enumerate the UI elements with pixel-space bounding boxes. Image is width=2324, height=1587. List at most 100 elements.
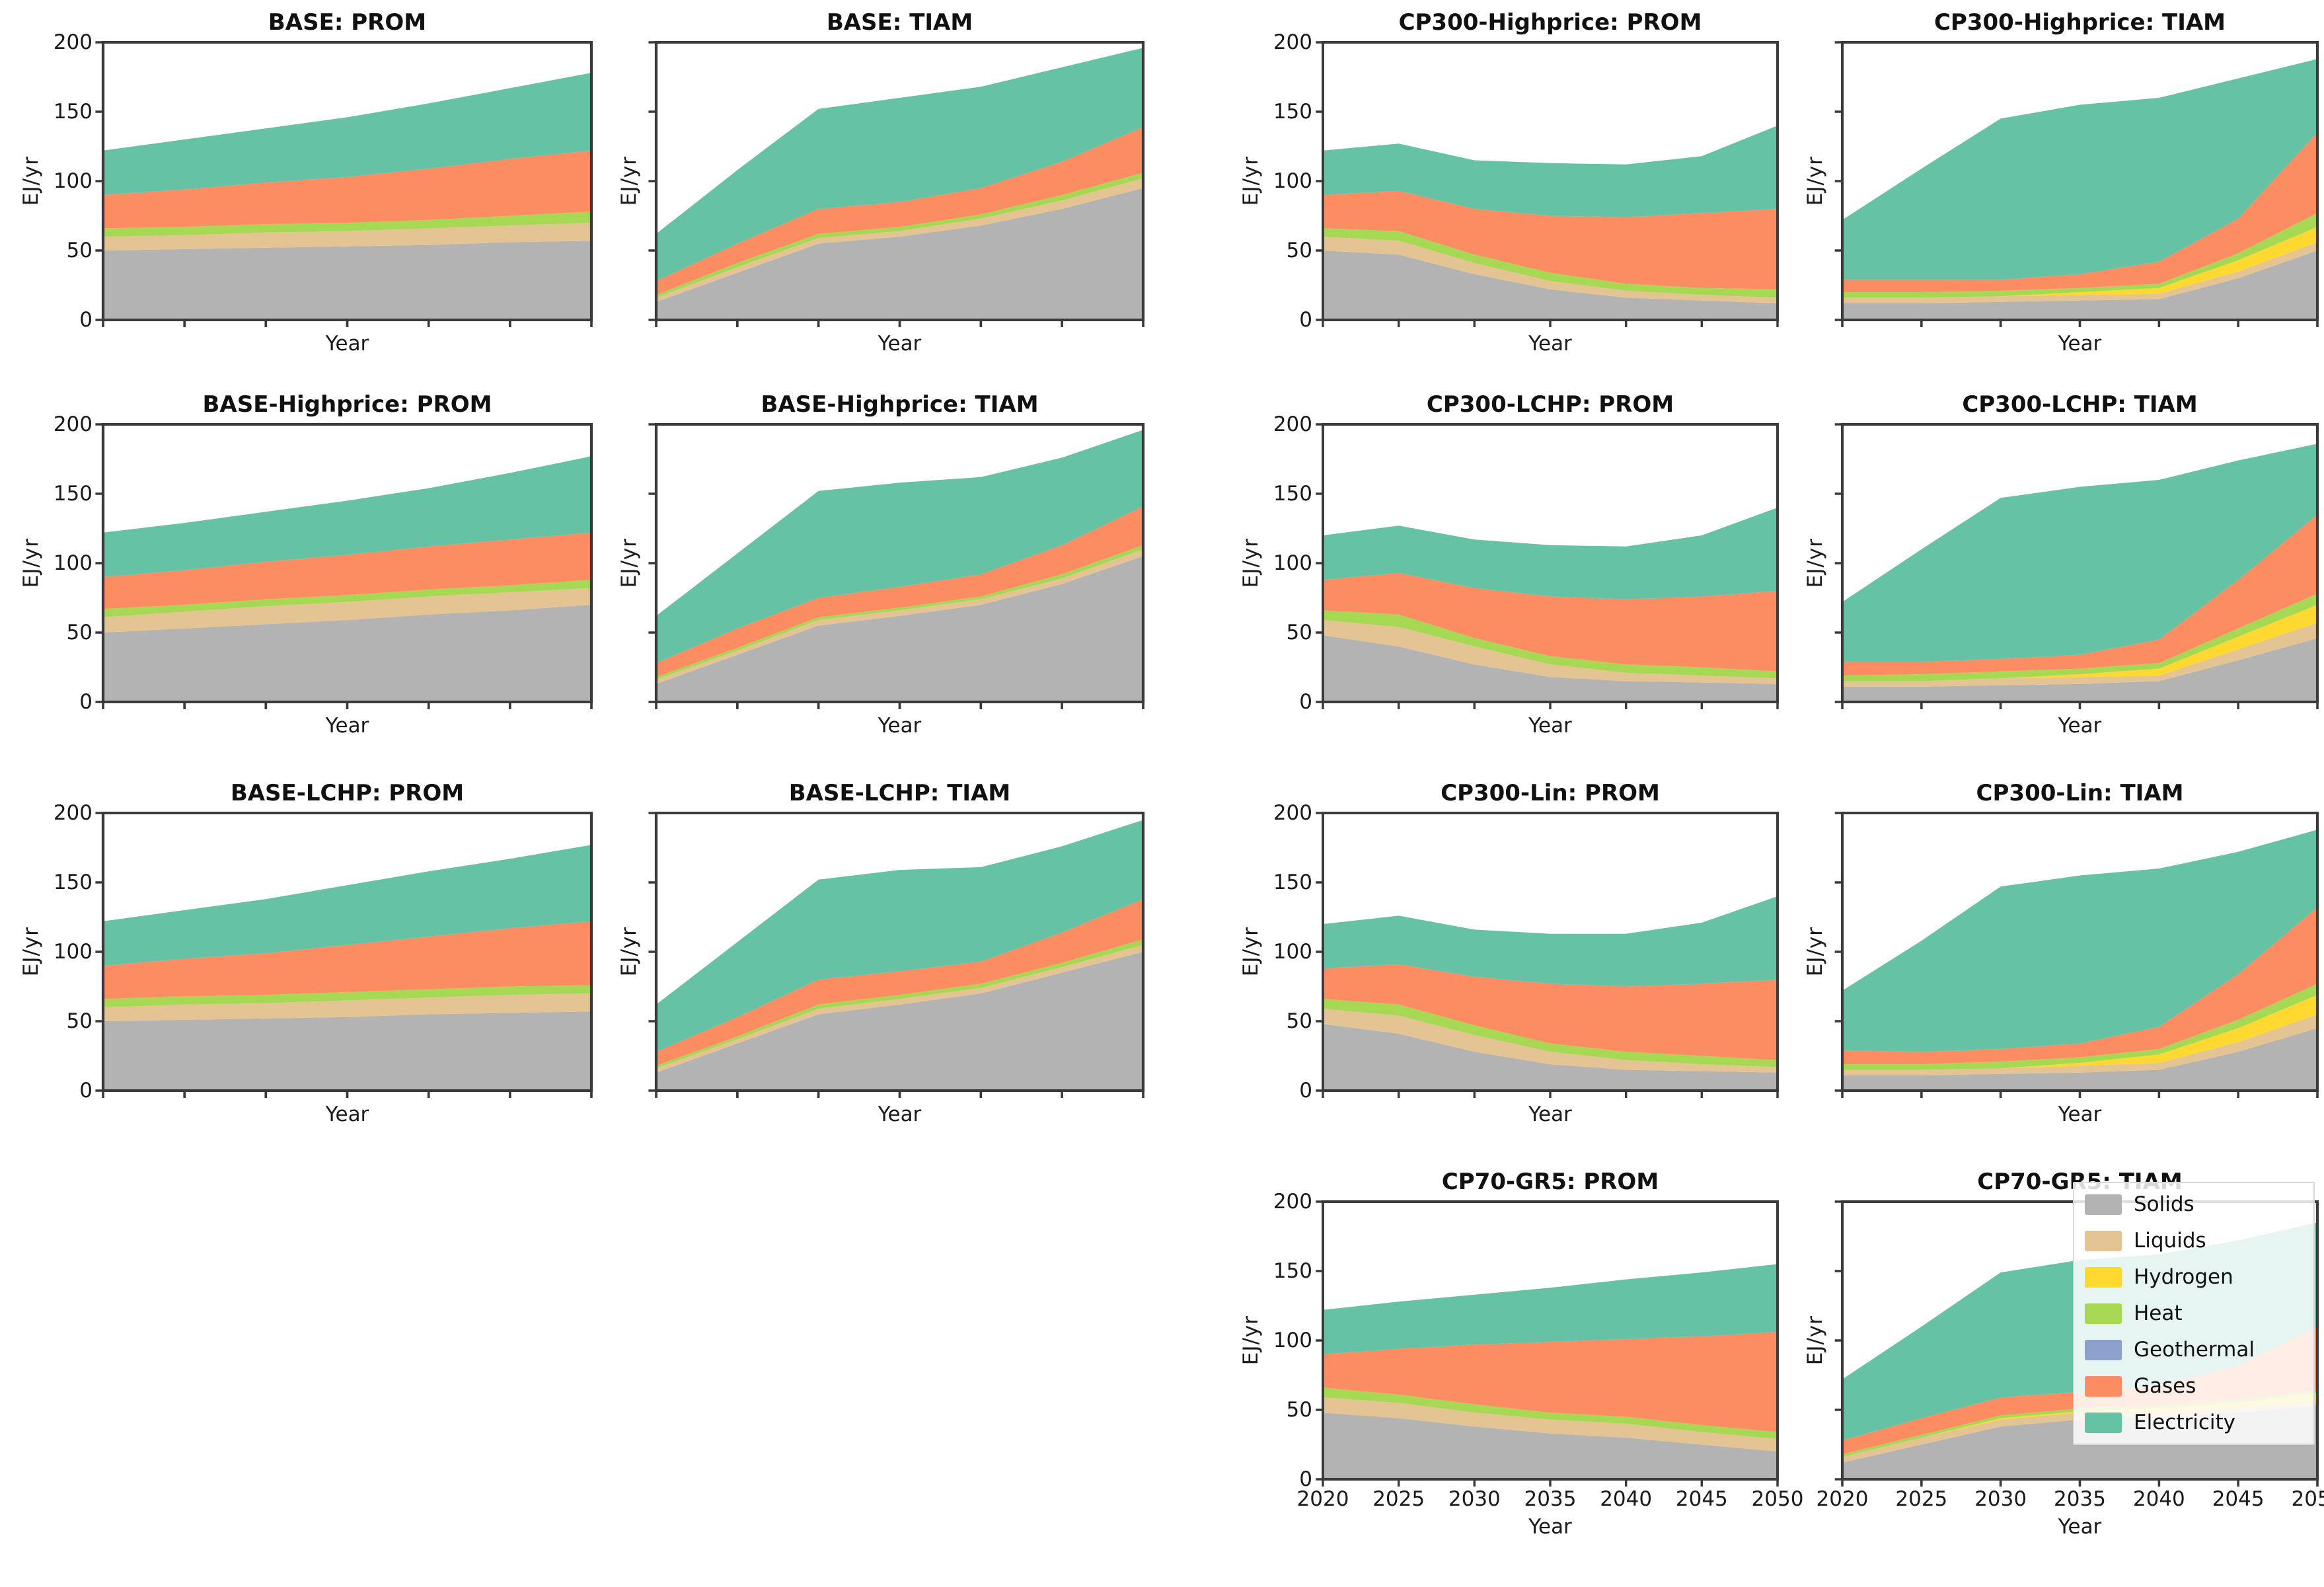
y-tick-labels: 0 50 100 150 200 <box>1266 412 1323 714</box>
area-electricity <box>1323 508 1778 600</box>
chart-title: CP300-LCHP: TIAM <box>1962 391 2198 418</box>
y-tick-label: 50 <box>1286 1398 1312 1422</box>
chart-title: CP300-Highprice: TIAM <box>1933 9 2226 36</box>
y-tick-label: 150 <box>53 482 93 506</box>
axes-frame <box>1322 41 1779 321</box>
chart-title: CP70-GR5: PROM <box>1441 1169 1659 1195</box>
y-axis-label-column: EJ/yr <box>16 813 46 1091</box>
y-axis-label-column: EJ/yr <box>16 42 46 320</box>
plot-column: CP300-Highprice: TIAM Year <box>1834 5 2319 356</box>
area-hydrogen <box>1842 227 2317 298</box>
area-gases <box>656 506 1143 677</box>
y-axis-label-column: EJ/yr <box>614 42 644 320</box>
y-tick-label: 200 <box>53 412 93 436</box>
axes-frame <box>1840 812 2319 1092</box>
area-gases <box>1323 1332 1778 1432</box>
y-tick-label: 200 <box>53 30 93 54</box>
y-tick-label: 200 <box>1273 412 1312 436</box>
chart-body: EJ/yr CP300-Highprice: TIAM Year <box>1800 5 2319 356</box>
area-solids <box>1323 635 1778 702</box>
area-hydrogen <box>1842 605 2317 681</box>
area-heat <box>103 212 591 237</box>
chart-title: BASE: PROM <box>268 9 427 36</box>
area-gases <box>1842 1327 2317 1455</box>
area-heat <box>1323 999 1778 1067</box>
y-axis-label: EJ/yr <box>19 538 43 588</box>
axes-frame <box>1322 1200 1779 1481</box>
plot-column: CP70-GR5: TIAM SolidsLiquidsHydrogenHeat… <box>1817 1165 2324 1539</box>
area-heat <box>1842 594 2317 681</box>
stacked-area-svg <box>1316 41 1779 327</box>
y-tick-label: 200 <box>1273 801 1312 825</box>
area-hydrogen <box>1842 995 2317 1070</box>
y-tick-label: 50 <box>66 239 93 262</box>
chart-panel-cp70-gr5-prom: EJ/yr 0 50 100 150 200 CP70-GR5: PROM 2020 20… <box>1150 1165 1803 1587</box>
y-tick-label: 0 <box>79 690 93 714</box>
y-axis-label-column: EJ/yr <box>1800 813 1830 1091</box>
x-axis-label: Year <box>2058 714 2102 738</box>
heat-swatch-icon <box>2085 1303 2122 1324</box>
chart-panel-base-lchp-tiam: EJ/yr BASE-LCHP: TIAM Year <box>598 776 1150 1165</box>
y-axis-label: EJ/yr <box>617 538 641 588</box>
chart-body: EJ/yr 0 50 100 150 200 CP300-Highprice: PROM… <box>1236 5 1779 356</box>
stacked-area-svg <box>1316 423 1779 709</box>
axes-frame <box>654 812 1145 1092</box>
chart-body: EJ/yr BASE: TIAM Year <box>614 5 1145 356</box>
y-axis-label-column: EJ/yr <box>1236 813 1266 1091</box>
x-axis-label: Year <box>1528 1515 1572 1539</box>
x-tick-label: 2050 <box>2291 1487 2324 1511</box>
plot-area <box>1316 1200 1779 1487</box>
y-tick-label: 150 <box>53 871 93 894</box>
stacked-area-svg <box>648 423 1145 709</box>
chart-panel-cp300-highprice-tiam: EJ/yr CP300-Highprice: TIAM Year <box>1784 5 2324 387</box>
x-tick-labels <box>103 1091 591 1099</box>
area-liquids <box>1323 1009 1778 1073</box>
x-tick-label: 2025 <box>1372 1487 1425 1511</box>
plot-column: BASE-Highprice: PROM Year <box>95 387 593 738</box>
x-tick-labels <box>1323 320 1778 328</box>
y-axis-gutter: EJ/yr 0 50 100 150 200 <box>1236 776 1323 1126</box>
y-axis-label: EJ/yr <box>19 927 43 977</box>
x-axis-label: Year <box>2058 1103 2102 1126</box>
chart-title: CP300-Highprice: PROM <box>1398 9 1702 36</box>
liquids-swatch-icon <box>2085 1230 2122 1251</box>
plot-area <box>648 812 1145 1098</box>
area-electricity <box>1323 896 1778 987</box>
y-tick-labels: 0 50 100 150 200 <box>46 30 103 332</box>
chart-panel-cp300-lin-tiam: EJ/yr CP300-Lin: TIAM Year <box>1784 776 2324 1165</box>
y-axis-gutter: EJ/yr 0 50 100 150 200 <box>16 776 103 1126</box>
chart-body: EJ/yr 0 50 100 150 200 CP300-Lin: PROM Year <box>1236 776 1779 1126</box>
chart-title: BASE-LCHP: PROM <box>230 780 465 806</box>
x-tick-label: 2020 <box>1816 1487 1869 1511</box>
legend-item-liquids: Liquids <box>2085 1229 2303 1253</box>
chart-panel-cp300-lchp-tiam: EJ/yr CP300-LCHP: TIAM Year <box>1784 387 2324 776</box>
y-axis-gutter: EJ/yr 0 50 100 150 200 <box>16 5 103 356</box>
x-tick-label: 2030 <box>1974 1487 2027 1511</box>
area-heat <box>1323 1387 1778 1440</box>
x-tick-labels: 2020 2025 2030 2035 2040 2045 2050 <box>1817 1479 2324 1511</box>
y-tick-labels: 0 50 100 150 200 <box>46 412 103 714</box>
x-tick-labels <box>1842 702 2317 710</box>
area-gases <box>103 921 591 999</box>
stacked-area-svg <box>1316 812 1779 1098</box>
y-tick-labels: 0 50 100 150 200 <box>1266 30 1323 332</box>
plot-column: BASE: PROM Year <box>95 5 593 356</box>
chart-title: BASE-LCHP: TIAM <box>788 780 1011 806</box>
chart-panel-base-tiam: EJ/yr BASE: TIAM Year <box>598 5 1150 387</box>
stacked-area-svg <box>1834 812 2319 1098</box>
area-liquids <box>1323 237 1778 303</box>
y-tick-label: 100 <box>53 551 93 575</box>
plot-area <box>95 41 593 327</box>
area-electricity <box>103 456 591 577</box>
chart-panel-cp300-lin-prom: EJ/yr 0 50 100 150 200 CP300-Lin: PROM Year <box>1150 776 1784 1165</box>
plot-column: CP300-LCHP: PROM Year <box>1316 387 1779 738</box>
area-gases <box>1842 514 2317 676</box>
x-tick-labels <box>1842 1091 2317 1099</box>
y-axis-label-column: EJ/yr <box>1236 1202 1266 1479</box>
x-tick-label: 2040 <box>2132 1487 2185 1511</box>
area-electricity <box>1842 444 2317 662</box>
solids-swatch-icon <box>2085 1194 2122 1215</box>
x-tick-labels <box>1323 1091 1778 1099</box>
y-tick-label: 50 <box>1286 621 1312 644</box>
chart-panel-base-highprice-tiam: EJ/yr BASE-Highprice: TIAM Year <box>598 387 1150 776</box>
